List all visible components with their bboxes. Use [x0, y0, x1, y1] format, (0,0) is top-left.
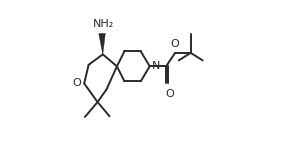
- Text: O: O: [170, 39, 179, 49]
- Text: O: O: [165, 89, 174, 99]
- Text: N: N: [152, 60, 160, 71]
- Text: O: O: [72, 78, 81, 89]
- Polygon shape: [99, 33, 105, 54]
- Text: NH₂: NH₂: [93, 19, 114, 29]
